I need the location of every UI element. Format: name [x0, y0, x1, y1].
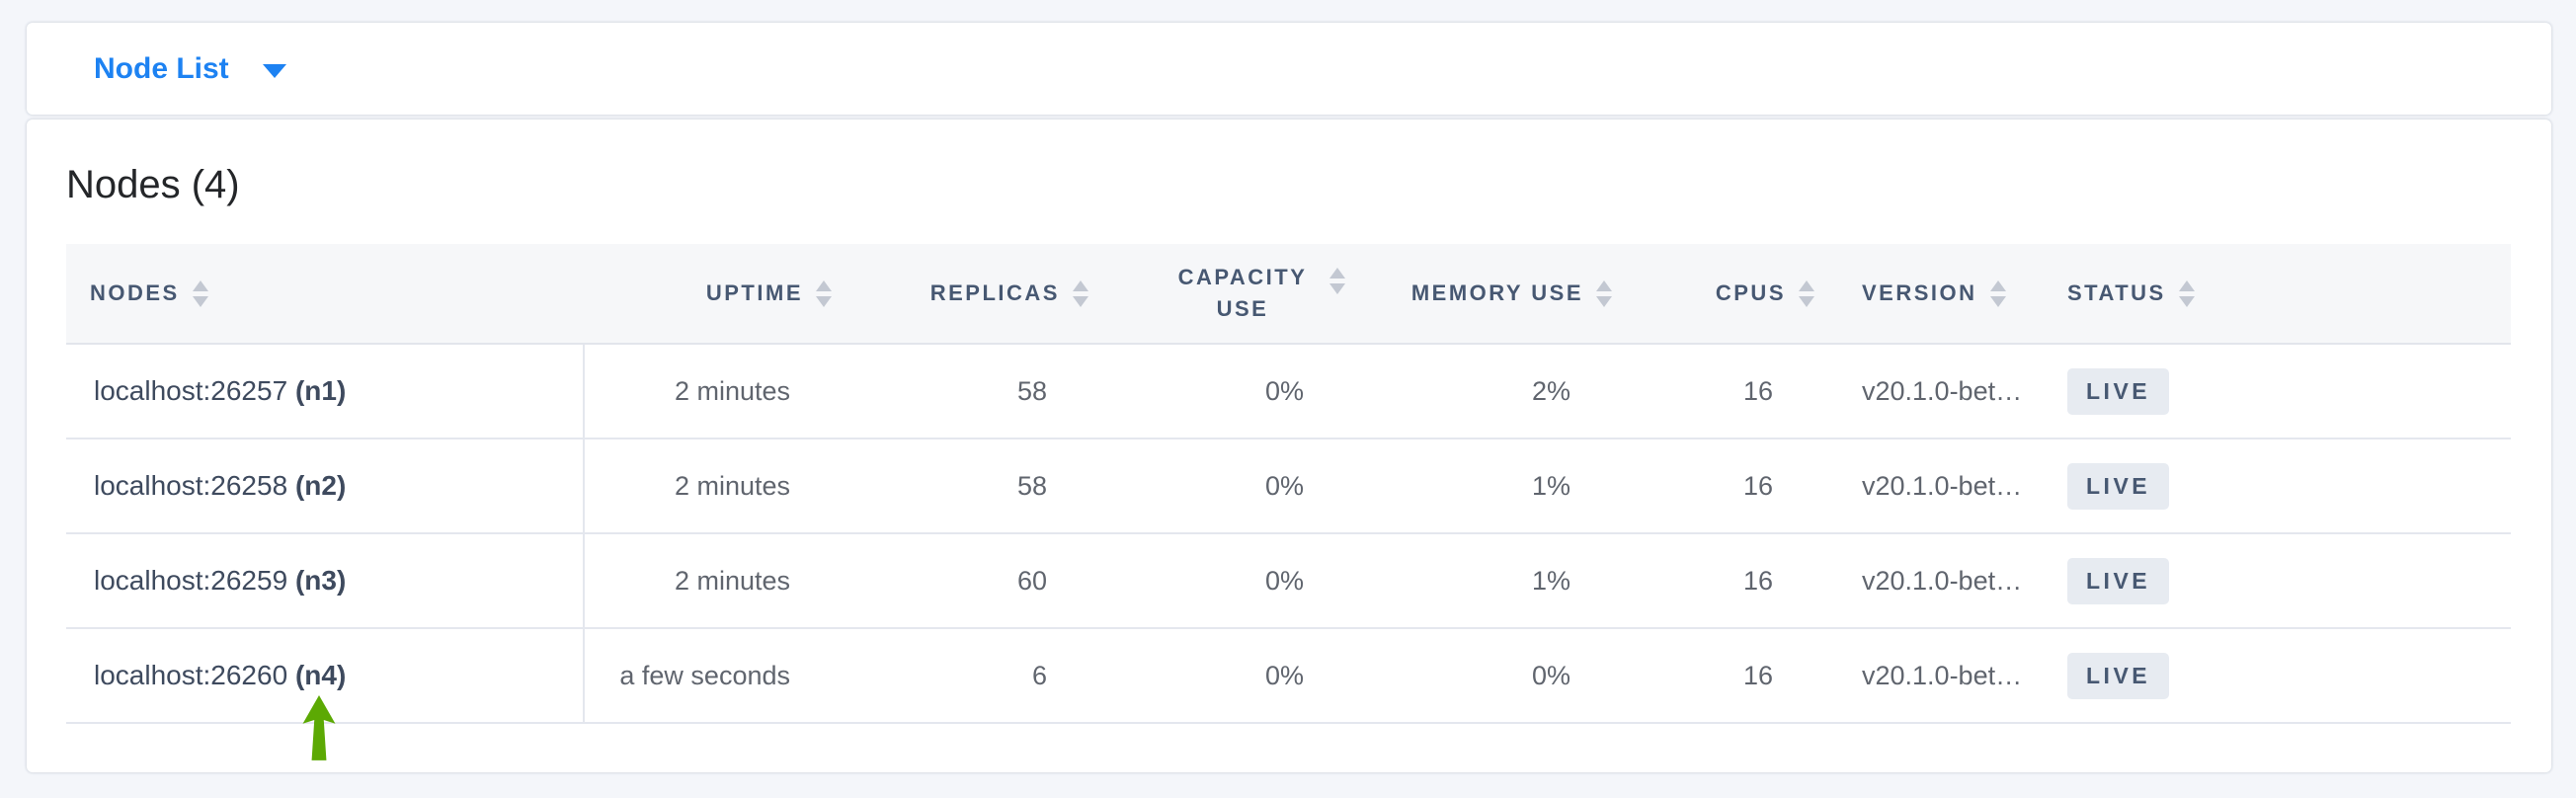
cpus-cell: 16 — [1620, 628, 1822, 724]
table-header-row: NODES UPTIME REPLICAS — [66, 244, 2511, 345]
cpus-cell: 16 — [1620, 439, 1822, 534]
column-header-replicas[interactable]: REPLICAS — [840, 244, 1096, 345]
replicas-cell: 60 — [840, 533, 1096, 629]
view-selector-dropdown[interactable]: Node List — [94, 52, 286, 86]
node-id: (n3) — [294, 565, 347, 596]
status-cell: LIVE — [2059, 628, 2511, 724]
capacity-use-cell: 0% — [1096, 628, 1353, 724]
replicas-cell: 58 — [840, 344, 1096, 439]
table-row-n3: localhost:26259 (n3) 2 minutes 60 0% 1% … — [66, 533, 2511, 629]
memory-use-cell: 0% — [1353, 628, 1620, 724]
version-cell: v20.1.0-bet… — [1822, 344, 2059, 439]
node-name-cell[interactable]: localhost:26257 (n1) — [66, 344, 585, 439]
sort-icon — [192, 279, 208, 307]
view-selector-label: Node List — [94, 51, 229, 85]
sort-icon — [1329, 268, 1345, 294]
status-badge: LIVE — [2067, 652, 2170, 699]
column-header-cpus[interactable]: CPUS — [1620, 244, 1822, 345]
caret-down-icon — [262, 63, 286, 78]
column-header-nodes[interactable]: NODES — [66, 244, 584, 345]
column-header-memory-use[interactable]: MEMORY USE — [1353, 244, 1620, 345]
cpus-cell: 16 — [1620, 533, 1822, 629]
column-label: REPLICAS — [929, 280, 1060, 305]
column-header-capacity-use[interactable]: CAPACITY USE — [1096, 244, 1353, 345]
table-row-n1: localhost:26257 (n1) 2 minutes 58 0% 2% … — [66, 344, 2511, 439]
status-cell: LIVE — [2059, 533, 2511, 629]
sort-icon — [1799, 279, 1814, 307]
uptime-cell: 2 minutes — [584, 344, 840, 439]
capacity-use-cell: 0% — [1096, 439, 1353, 534]
memory-use-cell: 1% — [1353, 533, 1620, 629]
version-cell: v20.1.0-bet… — [1822, 439, 2059, 534]
column-label: UPTIME — [705, 280, 803, 305]
capacity-use-cell: 0% — [1096, 344, 1353, 439]
table-row-n4: localhost:26260 (n4) a few seconds 6 0% … — [66, 628, 2511, 724]
uptime-cell: 2 minutes — [584, 533, 840, 629]
column-header-version[interactable]: VERSION — [1822, 244, 2059, 345]
column-label: NODES — [90, 280, 180, 305]
memory-use-cell: 2% — [1353, 344, 1620, 439]
memory-use-cell: 1% — [1353, 439, 1620, 534]
sort-icon — [1073, 279, 1088, 307]
replicas-cell: 6 — [840, 628, 1096, 724]
column-label: CAPACITY USE — [1177, 265, 1308, 321]
status-badge: LIVE — [2067, 367, 2170, 415]
uptime-cell: 2 minutes — [584, 439, 840, 534]
uptime-cell: a few seconds — [584, 628, 840, 724]
node-address: localhost:26260 — [94, 660, 288, 690]
node-name-cell[interactable]: localhost:26259 (n3) — [66, 533, 585, 629]
node-address: localhost:26259 — [94, 565, 288, 596]
column-label: VERSION — [1862, 280, 1977, 305]
version-cell: v20.1.0-bet… — [1822, 628, 2059, 724]
page-title: Nodes (4) — [66, 163, 240, 206]
view-selector-card: Node List — [27, 23, 2551, 115]
nodes-table: NODES UPTIME REPLICAS — [66, 244, 2511, 724]
sort-icon — [2178, 279, 2195, 307]
table-row-n2: localhost:26258 (n2) 2 minutes 58 0% 1% … — [66, 439, 2511, 534]
sort-icon — [816, 279, 832, 307]
sort-icon — [1989, 279, 2006, 307]
status-cell: LIVE — [2059, 344, 2511, 439]
node-id: (n1) — [294, 375, 347, 406]
node-id: (n4) — [294, 660, 347, 690]
status-badge: LIVE — [2067, 462, 2170, 510]
capacity-use-cell: 0% — [1096, 533, 1353, 629]
cpus-cell: 16 — [1620, 344, 1822, 439]
node-name-cell[interactable]: localhost:26260 (n4) — [66, 628, 585, 724]
node-address: localhost:26258 — [94, 470, 288, 501]
node-name-cell[interactable]: localhost:26258 (n2) — [66, 439, 585, 534]
column-header-status[interactable]: STATUS — [2059, 244, 2511, 345]
node-id: (n2) — [294, 470, 347, 501]
status-badge: LIVE — [2067, 557, 2170, 604]
nodes-card: Nodes (4) NODES UPTIME — [27, 120, 2551, 772]
status-cell: LIVE — [2059, 439, 2511, 534]
sort-icon — [1596, 279, 1612, 307]
column-header-uptime[interactable]: UPTIME — [584, 244, 840, 345]
column-label: STATUS — [2067, 280, 2166, 305]
column-label: CPUS — [1715, 280, 1786, 305]
replicas-cell: 58 — [840, 439, 1096, 534]
version-cell: v20.1.0-bet… — [1822, 533, 2059, 629]
column-label: MEMORY USE — [1410, 280, 1583, 305]
node-address: localhost:26257 — [94, 375, 288, 406]
